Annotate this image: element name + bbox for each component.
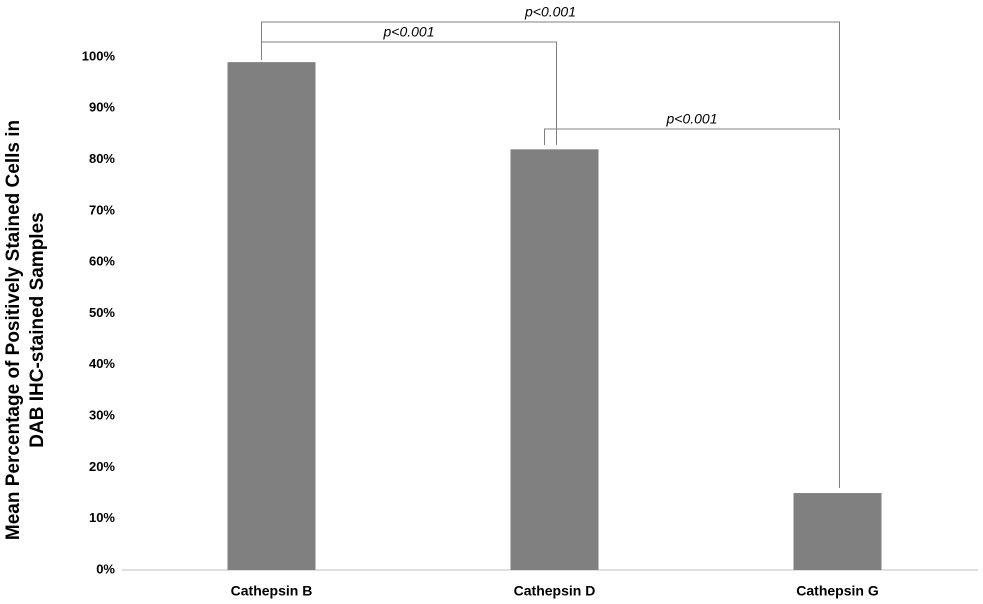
y-tick-label: 100% xyxy=(82,48,116,63)
x-tick-label: Cathepsin D xyxy=(514,583,596,599)
y-tick-label: 80% xyxy=(89,151,115,166)
y-tick-label: 90% xyxy=(89,100,115,115)
significance-bracket xyxy=(544,128,840,488)
x-tick-label: Cathepsin B xyxy=(231,583,313,599)
y-tick-label: 60% xyxy=(89,254,115,269)
significance-bracket xyxy=(261,41,557,145)
bar xyxy=(510,149,599,570)
y-tick-label: 70% xyxy=(89,202,115,217)
y-tick-label: 40% xyxy=(89,356,115,371)
significance-bracket xyxy=(261,21,840,120)
y-axis-title: Mean Percentage of Positively Stained Ce… xyxy=(3,120,24,540)
significance-label: p<0.001 xyxy=(524,4,576,20)
bar xyxy=(793,493,882,570)
significance-label: p<0.001 xyxy=(383,24,435,40)
significance-label: p<0.001 xyxy=(666,111,718,127)
y-tick-label: 10% xyxy=(89,510,115,525)
y-tick-label: 0% xyxy=(96,561,115,576)
y-tick-label: 20% xyxy=(89,459,115,474)
y-tick-label: 50% xyxy=(89,305,115,320)
y-tick-label: 30% xyxy=(89,408,115,423)
y-axis-title: DAB IHC-stained Samples xyxy=(27,212,48,447)
x-tick-label: Cathepsin G xyxy=(796,583,879,599)
bar xyxy=(227,62,316,570)
